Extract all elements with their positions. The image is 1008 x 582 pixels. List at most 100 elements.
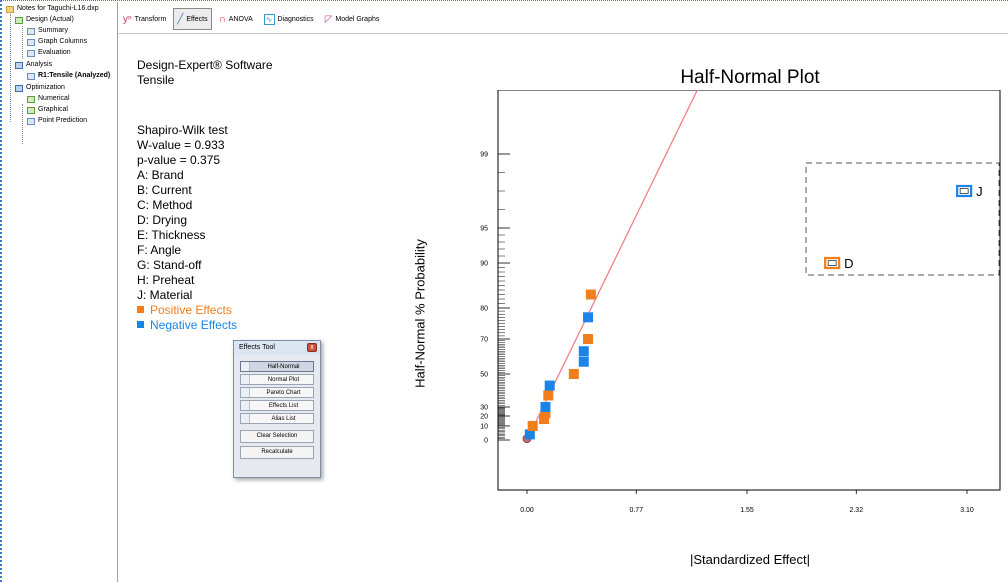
half-normal-plot[interactable]: 0.00 0.77 1.55 2.32 3.100102030507080909599 … (470, 90, 1008, 530)
tree-item-label: Design (Actual) (26, 16, 74, 23)
effects-list-button[interactable]: Effects List (240, 400, 314, 411)
tree-item-label: Summary (38, 27, 68, 34)
effects-tool-titlebar[interactable]: Effects Tool x (234, 341, 320, 355)
negative-effect-point (524, 429, 535, 440)
effects-tool-title: Effects Tool (239, 344, 275, 351)
y-tick-label: 70 (480, 337, 488, 344)
factor-label: H: Preheat (137, 273, 195, 287)
pareto-chart-label: Pareto Chart (266, 389, 301, 396)
optimization-icon (15, 84, 23, 92)
alias-list-button[interactable]: Alias List (240, 413, 314, 424)
effects-label: Effects (186, 15, 208, 23)
diagnostics-label: Diagnostics (277, 15, 314, 23)
test-name: Shapiro-Wilk test (137, 123, 228, 137)
clear-selection-button[interactable]: Clear Selection (240, 430, 314, 443)
model-graphs-icon: ◸ (324, 13, 333, 25)
tree-item-label: Numerical (38, 95, 70, 102)
y-tick-label: 95 (480, 226, 488, 233)
effects-tool-body: Half-Normal Normal Plot Pareto Chart Eff… (234, 355, 320, 465)
transform-icon: yⁿ (123, 13, 132, 25)
negative-effect-point (578, 356, 589, 367)
tree-item-evaluation[interactable]: Evaluation (27, 48, 71, 58)
numerical-icon (27, 95, 35, 103)
alias-list-icon (241, 414, 250, 423)
normal-plot-icon (241, 375, 250, 384)
tree-item-summary[interactable]: Summary (27, 26, 68, 36)
tree-item-label: Graphical (38, 106, 68, 113)
normal-plot-label: Normal Plot (267, 376, 300, 383)
pareto-chart-icon (241, 388, 250, 397)
diagnostics-button[interactable]: ∿ Diagnostics (260, 8, 318, 30)
tree-item-point-prediction[interactable]: Point Prediction (27, 116, 87, 126)
y-tick-label: 20 (480, 414, 488, 421)
software-name: Design-Expert® Software (137, 58, 273, 72)
tree-item-label: Evaluation (38, 49, 71, 56)
factor-label: E: Thickness (137, 228, 206, 242)
recalculate-button[interactable]: Recalculate (240, 446, 314, 459)
x-tick-label: 1.55 (740, 507, 754, 514)
tree-item-label: Point Prediction (38, 117, 88, 124)
x-tick-label: 0.00 (520, 507, 534, 514)
y-tick-label: 50 (480, 372, 488, 379)
negative-square-icon (137, 321, 144, 328)
plot-axes (497, 90, 1001, 491)
frame-left-border (0, 0, 4, 582)
prediction-icon (27, 117, 35, 125)
positive-effect-point (585, 289, 596, 300)
plot-frame (497, 90, 1001, 491)
analysis-icon (15, 61, 23, 69)
pareto-chart-button[interactable]: Pareto Chart (240, 387, 314, 398)
tree-line (22, 26, 23, 59)
tree-item-root[interactable]: Notes for Taguchi-L16.dxp (6, 4, 99, 14)
negative-effect-point (544, 380, 555, 391)
half-normal-button[interactable]: Half-Normal (240, 361, 314, 372)
factor-label: G: Stand-off (137, 258, 202, 272)
tree-item-graph-columns[interactable]: Graph Columns (27, 37, 87, 47)
response-icon (27, 72, 35, 80)
negative-effects-legend: Negative Effects (137, 318, 237, 333)
x-tick-label: 2.32 (849, 507, 863, 514)
plot-ticks: 0.00 0.77 1.55 2.32 3.10 0 10 20 30 50 70 80 90 95 99 (480, 152, 974, 515)
x-tick-label: 3.10 (960, 507, 974, 514)
close-icon[interactable]: x (307, 343, 317, 352)
effects-button[interactable]: ╱ Effects (173, 8, 212, 30)
tree-item-label: Analysis (26, 61, 53, 68)
tree-item-design[interactable]: Design (Actual) (15, 15, 74, 25)
effects-tool-window: Effects Tool x Half-Normal Normal Plot P… (233, 340, 321, 478)
tree-item-label: Notes for Taguchi-L16.dxp (17, 5, 99, 12)
tree-item-label: Optimization (26, 84, 65, 91)
anova-icon: ∩ (218, 13, 226, 25)
half-normal-label: Half-Normal (267, 363, 300, 370)
negative-effect-point (540, 402, 551, 412)
positive-effect-point (543, 390, 554, 401)
tree-item-optimization[interactable]: Optimization (15, 83, 65, 93)
fit-line (526, 90, 698, 441)
positive-effect-point (539, 414, 550, 424)
graphical-icon (27, 106, 35, 114)
grid-icon (15, 16, 23, 24)
positive-effects-label: Positive Effects (150, 303, 232, 317)
factor-label: D: Drying (137, 213, 188, 227)
tree-item-response[interactable]: R1:Tensile (Analyzed) (27, 71, 110, 81)
positive-effect-point (568, 369, 579, 379)
positive-effect-point (540, 408, 551, 419)
tree-item-graphical[interactable]: Graphical (27, 105, 68, 115)
effects-list-label: Effects List (268, 402, 299, 409)
positive-square-icon (137, 306, 144, 313)
analysis-toolbar: yⁿ Transform ╱ Effects ∩ ANOVA ∿ Diagnos… (119, 8, 383, 32)
x-axis-label: |Standardized Effect| (690, 552, 810, 567)
tree-item-analysis[interactable]: Analysis (15, 60, 52, 70)
normal-plot-button[interactable]: Normal Plot (240, 374, 314, 385)
tree-item-label: R1:Tensile (Analyzed) (38, 72, 111, 79)
y-tick-label: 99 (480, 152, 488, 159)
test-info: Shapiro-Wilk test W-value = 0.933 p-valu… (137, 123, 237, 333)
selection-box (805, 162, 1000, 276)
transform-button[interactable]: yⁿ Transform (119, 8, 170, 30)
model-graphs-button[interactable]: ◸ Model Graphs (321, 8, 384, 30)
selection-box-group (805, 162, 1000, 276)
software-info: Design-Expert® Software Tensile (137, 58, 273, 88)
evaluation-icon (27, 49, 35, 57)
tree-item-numerical[interactable]: Numerical (27, 94, 70, 104)
anova-label: ANOVA (228, 15, 253, 23)
anova-button[interactable]: ∩ ANOVA (215, 8, 257, 30)
